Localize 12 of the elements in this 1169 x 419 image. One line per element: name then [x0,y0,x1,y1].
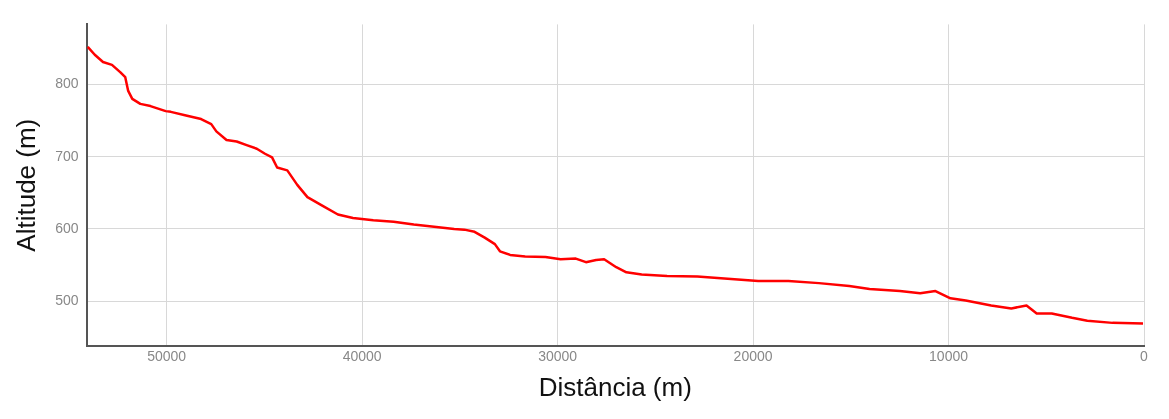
y-tick-label: 800 [55,75,79,92]
x-axis-title: Distância (m) [538,371,692,402]
x-tick-label: 40000 [342,348,382,365]
y-tick-label: 700 [55,147,79,164]
x-tick-label: 30000 [538,348,578,365]
x-tick-label: 10000 [929,348,969,365]
y-tick-label: 600 [55,219,79,236]
y-tick-label: 500 [55,292,79,309]
x-tick-label: 0 [1140,348,1149,365]
x-tick-label: 50000 [147,348,187,365]
x-tick-label: 20000 [733,348,773,365]
y-axis-title: Altitude (m) [10,118,41,252]
